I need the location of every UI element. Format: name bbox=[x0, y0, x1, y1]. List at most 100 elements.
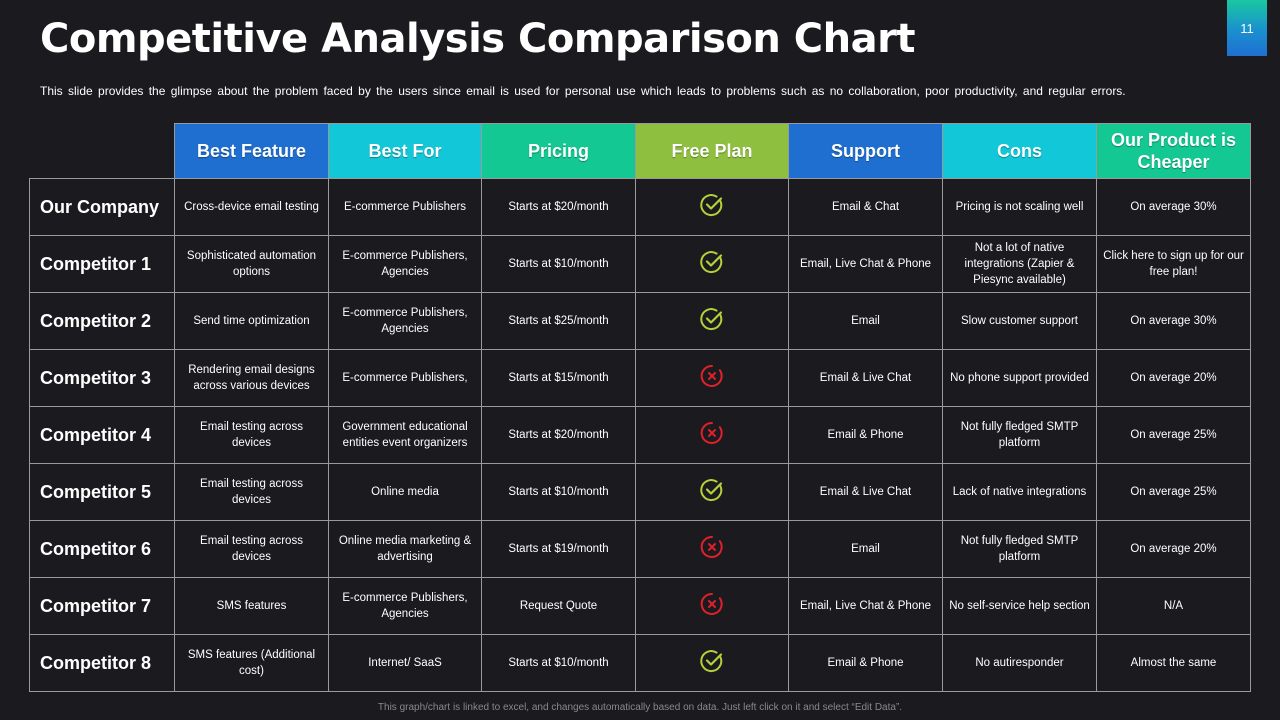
cell-best-feature: Sophisticated automation options bbox=[174, 235, 329, 293]
comparison-table: Best Feature Best For Pricing Free Plan … bbox=[29, 123, 1251, 692]
table-row: Competitor 8 SMS features (Additional cos… bbox=[29, 634, 1251, 692]
cell-best-for: E-commerce Publishers, Agencies bbox=[328, 577, 482, 635]
cell-best-for: E-commerce Publishers, Agencies bbox=[328, 292, 482, 350]
cell-support: Email & Live Chat bbox=[788, 349, 943, 407]
cell-cheaper: On average 30% bbox=[1096, 178, 1251, 236]
cell-free-plan bbox=[635, 292, 789, 350]
cell-cons: No autiresponder bbox=[942, 634, 1097, 692]
cell-cons: No phone support provided bbox=[942, 349, 1097, 407]
cell-support: Email & Chat bbox=[788, 178, 943, 236]
table-corner-cell bbox=[29, 123, 175, 179]
cell-best-for: E-commerce Publishers, bbox=[328, 349, 482, 407]
cell-best-for: Internet/ SaaS bbox=[328, 634, 482, 692]
row-label: Our Company bbox=[29, 178, 175, 236]
page-title: Competitive Analysis Comparison Chart bbox=[40, 16, 915, 62]
header-free-plan: Free Plan bbox=[635, 123, 789, 179]
table-row: Competitor 3 Rendering email designs acro… bbox=[29, 349, 1251, 407]
cell-best-feature: Email testing across devices bbox=[174, 463, 329, 521]
cell-cons: Not fully fledged SMTP platform bbox=[942, 520, 1097, 578]
cell-best-for: Online media bbox=[328, 463, 482, 521]
check-icon bbox=[699, 648, 725, 674]
table-row: Competitor 7 SMS features E-commerce Publi… bbox=[29, 577, 1251, 635]
cell-pricing: Starts at $25/month bbox=[481, 292, 636, 350]
row-label: Competitor 8 bbox=[29, 634, 175, 692]
table-body: Our Company Cross-device email testing E-c… bbox=[29, 178, 1251, 692]
cell-best-feature: Rendering email designs across various d… bbox=[174, 349, 329, 407]
row-label: Competitor 4 bbox=[29, 406, 175, 464]
cell-pricing: Starts at $20/month bbox=[481, 406, 636, 464]
cell-pricing: Starts at $20/month bbox=[481, 178, 636, 236]
cell-pricing: Starts at $10/month bbox=[481, 463, 636, 521]
row-label: Competitor 5 bbox=[29, 463, 175, 521]
cell-cheaper: On average 20% bbox=[1096, 349, 1251, 407]
cell-cheaper: On average 20% bbox=[1096, 520, 1251, 578]
check-icon bbox=[699, 249, 725, 275]
row-label: Competitor 3 bbox=[29, 349, 175, 407]
cell-support: Email bbox=[788, 520, 943, 578]
cell-cheaper: Almost the same bbox=[1096, 634, 1251, 692]
table-row: Competitor 6 Email testing across devices… bbox=[29, 520, 1251, 578]
cell-cheaper: On average 30% bbox=[1096, 292, 1251, 350]
cell-cheaper: On average 25% bbox=[1096, 463, 1251, 521]
cell-pricing: Starts at $19/month bbox=[481, 520, 636, 578]
cell-best-feature: SMS features bbox=[174, 577, 329, 635]
cell-cheaper: N/A bbox=[1096, 577, 1251, 635]
cross-icon bbox=[699, 534, 725, 560]
cell-cheaper: Click here to sign up for our free plan! bbox=[1096, 235, 1251, 293]
cell-support: Email bbox=[788, 292, 943, 350]
cell-free-plan bbox=[635, 235, 789, 293]
row-label: Competitor 2 bbox=[29, 292, 175, 350]
table-row: Competitor 1 Sophisticated automation opt… bbox=[29, 235, 1251, 293]
cell-best-feature: SMS features (Additional cost) bbox=[174, 634, 329, 692]
table-row: Competitor 2 Send time optimization E-comm… bbox=[29, 292, 1251, 350]
cell-cons: Slow customer support bbox=[942, 292, 1097, 350]
cell-best-for: E-commerce Publishers bbox=[328, 178, 482, 236]
cell-best-feature: Send time optimization bbox=[174, 292, 329, 350]
cell-best-feature: Email testing across devices bbox=[174, 520, 329, 578]
header-best-for: Best For bbox=[328, 123, 482, 179]
cross-icon bbox=[699, 591, 725, 617]
header-cheaper: Our Product is Cheaper bbox=[1096, 123, 1251, 179]
cell-pricing: Request Quote bbox=[481, 577, 636, 635]
cell-pricing: Starts at $15/month bbox=[481, 349, 636, 407]
cell-pricing: Starts at $10/month bbox=[481, 235, 636, 293]
cell-support: Email & Phone bbox=[788, 634, 943, 692]
slide-description: This slide provides the glimpse about th… bbox=[40, 84, 1126, 98]
cell-cheaper: On average 25% bbox=[1096, 406, 1251, 464]
header-support: Support bbox=[788, 123, 943, 179]
cell-free-plan bbox=[635, 520, 789, 578]
page-number-badge: 11 bbox=[1227, 0, 1267, 56]
cell-free-plan bbox=[635, 349, 789, 407]
cell-cons: Not a lot of native integrations (Zapier… bbox=[942, 235, 1097, 293]
check-icon bbox=[699, 306, 725, 332]
row-label: Competitor 1 bbox=[29, 235, 175, 293]
cell-best-for: Government educational entities event or… bbox=[328, 406, 482, 464]
cell-free-plan bbox=[635, 577, 789, 635]
table-row: Competitor 5 Email testing across devices… bbox=[29, 463, 1251, 521]
cell-best-feature: Cross-device email testing bbox=[174, 178, 329, 236]
cross-icon bbox=[699, 420, 725, 446]
table-row: Competitor 4 Email testing across devices… bbox=[29, 406, 1251, 464]
cell-cons: Pricing is not scaling well bbox=[942, 178, 1097, 236]
cell-support: Email, Live Chat & Phone bbox=[788, 577, 943, 635]
cell-best-for: E-commerce Publishers, Agencies bbox=[328, 235, 482, 293]
table-header-row: Best Feature Best For Pricing Free Plan … bbox=[29, 123, 1251, 179]
cell-support: Email & Live Chat bbox=[788, 463, 943, 521]
footer-note: This graph/chart is linked to excel, and… bbox=[377, 702, 903, 713]
cell-support: Email & Phone bbox=[788, 406, 943, 464]
row-label: Competitor 6 bbox=[29, 520, 175, 578]
cell-free-plan bbox=[635, 463, 789, 521]
cell-best-for: Online media marketing & advertising bbox=[328, 520, 482, 578]
check-icon bbox=[699, 192, 725, 218]
cell-best-feature: Email testing across devices bbox=[174, 406, 329, 464]
cell-support: Email, Live Chat & Phone bbox=[788, 235, 943, 293]
cell-free-plan bbox=[635, 178, 789, 236]
cell-free-plan bbox=[635, 406, 789, 464]
cross-icon bbox=[699, 363, 725, 389]
cell-cons: No self-service help section bbox=[942, 577, 1097, 635]
cell-free-plan bbox=[635, 634, 789, 692]
cell-pricing: Starts at $10/month bbox=[481, 634, 636, 692]
header-pricing: Pricing bbox=[481, 123, 636, 179]
check-icon bbox=[699, 477, 725, 503]
